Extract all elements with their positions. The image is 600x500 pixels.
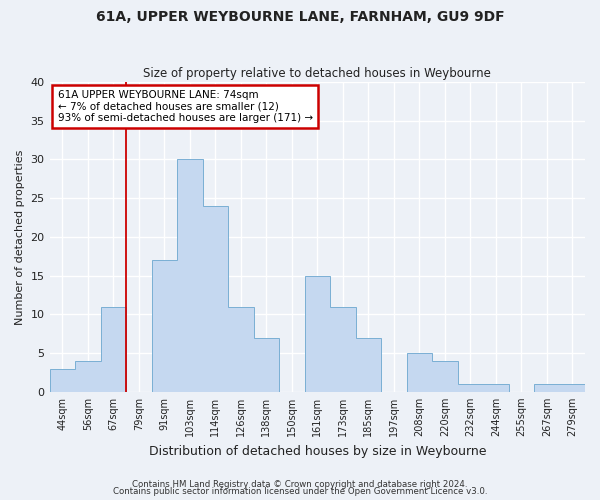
Y-axis label: Number of detached properties: Number of detached properties	[15, 149, 25, 324]
Text: 61A UPPER WEYBOURNE LANE: 74sqm
← 7% of detached houses are smaller (12)
93% of : 61A UPPER WEYBOURNE LANE: 74sqm ← 7% of …	[58, 90, 313, 123]
Text: 61A, UPPER WEYBOURNE LANE, FARNHAM, GU9 9DF: 61A, UPPER WEYBOURNE LANE, FARNHAM, GU9 …	[95, 10, 505, 24]
Title: Size of property relative to detached houses in Weybourne: Size of property relative to detached ho…	[143, 66, 491, 80]
X-axis label: Distribution of detached houses by size in Weybourne: Distribution of detached houses by size …	[149, 444, 486, 458]
Text: Contains HM Land Registry data © Crown copyright and database right 2024.: Contains HM Land Registry data © Crown c…	[132, 480, 468, 489]
Text: Contains public sector information licensed under the Open Government Licence v3: Contains public sector information licen…	[113, 487, 487, 496]
